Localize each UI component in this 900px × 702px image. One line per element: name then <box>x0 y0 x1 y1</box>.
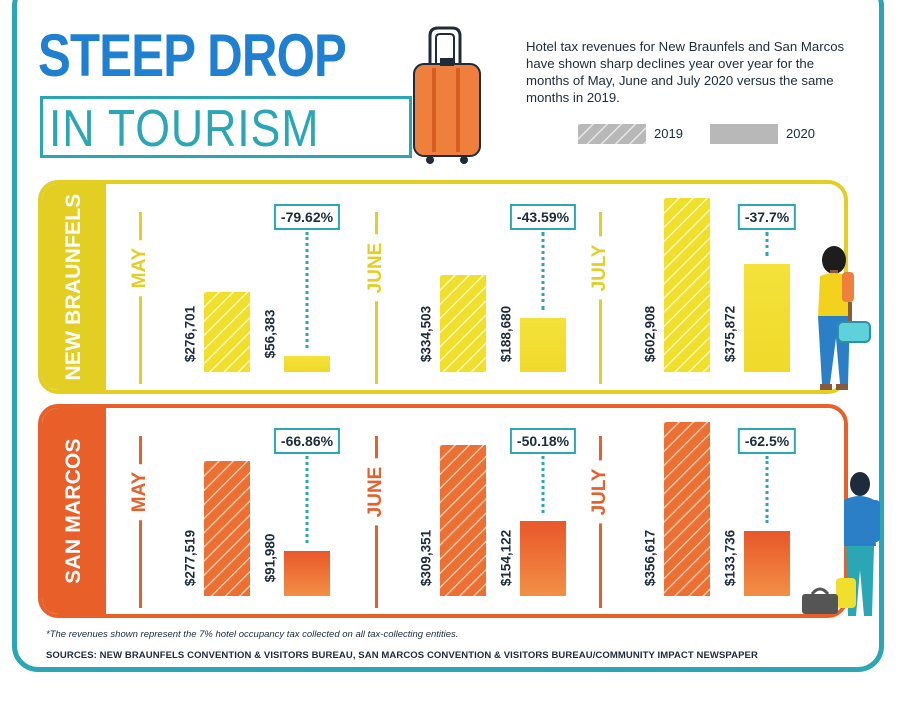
value-label-june-2020: $154,122 <box>498 529 514 587</box>
sources: SOURCES: NEW BRAUNFELS CONVENTION & VISI… <box>46 650 758 661</box>
bar-july-2020 <box>744 530 790 596</box>
percent-change-may: -66.86% <box>273 428 341 454</box>
bar-june-2020 <box>520 520 566 596</box>
value-label-may-2019: $277,519 <box>182 529 198 587</box>
month-label-may: MAY <box>129 463 151 521</box>
panel-title-new-braunfels: NEW BRAUNFELS <box>62 193 85 381</box>
value-label-may-2020: $91,980 <box>262 533 278 583</box>
month-divider-may <box>139 212 142 384</box>
man-traveler-illustration <box>802 472 880 616</box>
bar-june-2020 <box>520 317 566 372</box>
bar-june-2019 <box>440 275 486 373</box>
legend-swatch-2019 <box>578 124 646 144</box>
title-line-1: STEEP DROP <box>38 22 347 89</box>
value-label-june-2020: $188,680 <box>498 305 514 363</box>
panel-san-marcos: SAN MARCOS MAY $277,519 $91,980 -66.86% JUNE… <box>38 404 848 618</box>
legend-label-2019: 2019 <box>654 126 683 141</box>
percent-connector-june <box>541 232 545 310</box>
value-label-july-2019: $356,617 <box>642 529 658 587</box>
percent-change-june: -50.18% <box>509 428 577 454</box>
value-label-may-2019: $276,701 <box>182 305 198 363</box>
percent-connector-june <box>541 456 545 513</box>
panel-title-san-marcos: SAN MARCOS <box>62 438 85 584</box>
month-label-june: JUNE <box>365 458 387 526</box>
panel-new-braunfels: NEW BRAUNFELS MAY $276,701 $56,383 -79.62% J… <box>38 180 848 394</box>
percent-connector-july <box>765 456 769 523</box>
bar-july-2019 <box>664 198 710 372</box>
bar-may-2019 <box>204 292 250 373</box>
value-label-may-2020: $56,383 <box>262 309 278 359</box>
value-label-july-2019: $602,908 <box>642 305 658 363</box>
month-label-july: JULY <box>589 236 611 300</box>
legend-swatch-2020 <box>710 124 778 144</box>
legend-label-2020: 2020 <box>786 126 815 141</box>
percent-connector-may <box>305 232 309 348</box>
title-line-2: IN TOURISM <box>49 100 320 158</box>
bar-may-2019 <box>204 460 250 596</box>
bar-may-2020 <box>284 551 330 597</box>
percent-change-may: -79.62% <box>273 204 341 230</box>
value-label-june-2019: $334,503 <box>418 305 434 363</box>
month-label-june: JUNE <box>365 234 387 302</box>
month-divider-may <box>139 436 142 608</box>
month-label-july: JULY <box>589 460 611 524</box>
panel-band-new-braunfels: NEW BRAUNFELS <box>42 184 106 390</box>
value-label-june-2019: $309,351 <box>418 529 434 587</box>
woman-traveler-illustration <box>818 246 871 390</box>
bar-july-2020 <box>744 263 790 372</box>
value-label-july-2020: $375,872 <box>722 305 738 363</box>
title-line-2-box: IN TOURISM <box>40 96 412 158</box>
month-label-may: MAY <box>129 239 151 297</box>
infographic-frame <box>12 0 884 672</box>
value-label-july-2020: $133,736 <box>722 529 738 587</box>
percent-connector-july <box>765 232 769 256</box>
bar-june-2019 <box>440 445 486 597</box>
percent-change-july: -62.5% <box>737 428 797 454</box>
percent-change-june: -43.59% <box>509 204 577 230</box>
description: Hotel tax revenues for New Braunfels and… <box>526 39 845 105</box>
suitcase-icon <box>413 26 481 164</box>
panel-band-san-marcos: SAN MARCOS <box>42 408 106 614</box>
footnote: *The revenues shown represent the 7% hot… <box>46 629 459 640</box>
bar-may-2020 <box>284 355 330 372</box>
bar-july-2019 <box>664 422 710 596</box>
percent-connector-may <box>305 456 309 544</box>
percent-change-july: -37.7% <box>737 204 797 230</box>
